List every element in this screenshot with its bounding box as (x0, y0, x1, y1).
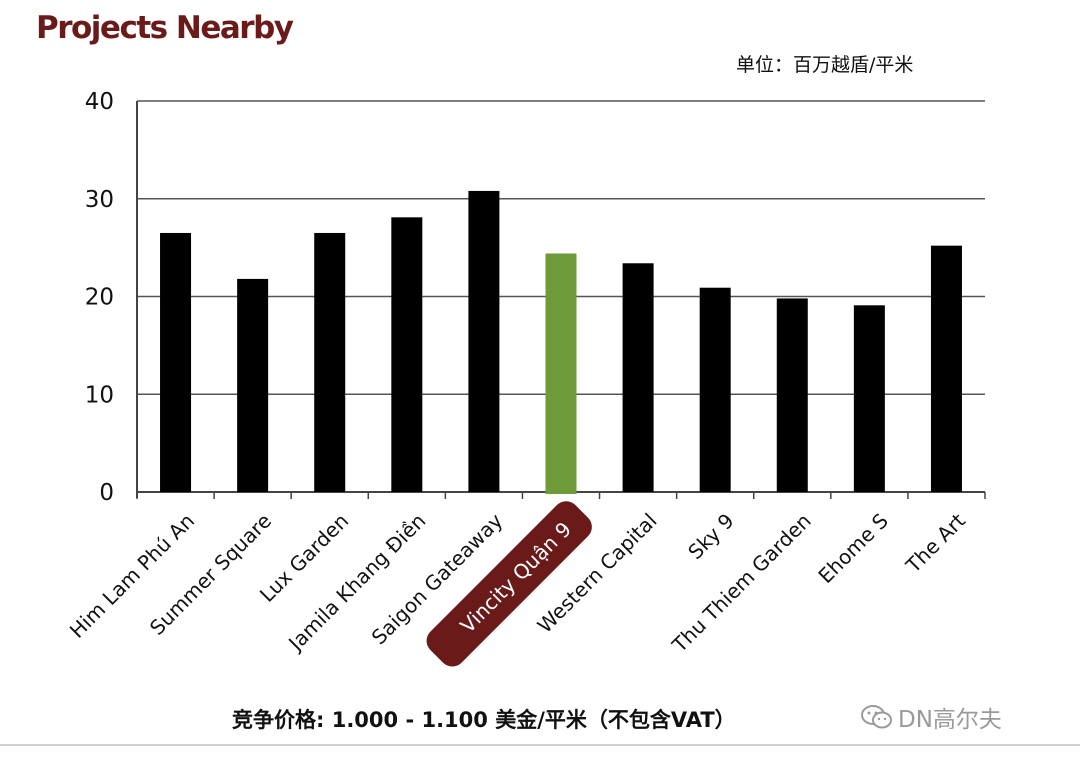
unit-label: 单位：百万越盾/平米 (736, 54, 914, 76)
watermark: DN高尔夫 (860, 700, 1002, 734)
y-tick-label: 20 (85, 285, 114, 311)
bar (776, 298, 808, 492)
bar (468, 190, 500, 492)
y-tick-label: 0 (99, 480, 114, 506)
bar (699, 287, 731, 492)
x-label: Jamila Khang Điền (282, 509, 430, 657)
y-axis-ticks: 0 10 20 30 40 (85, 89, 114, 506)
bar (622, 263, 654, 492)
price-note: 竞争价格: 1.000 - 1.100 美金/平米（不包含VAT） (232, 708, 736, 732)
highlight-label-badge (426, 501, 592, 667)
x-label: Ehome S (813, 509, 892, 588)
bars (160, 190, 962, 494)
y-tick-label: 40 (85, 89, 114, 115)
y-tick-label: 10 (85, 382, 114, 408)
bar (237, 278, 269, 492)
wechat-icon (860, 703, 894, 731)
x-tick-label: Jamila Khang Điền (282, 509, 430, 657)
x-tick-label: Sky 9 (683, 509, 738, 564)
x-tick-label: Thu Thiem Garden (667, 509, 816, 658)
y-tick-label: 30 (85, 187, 114, 213)
bar (314, 232, 346, 492)
x-tick-label: Ehome S (813, 509, 892, 588)
bar (160, 232, 192, 492)
page-title: Projects Nearby (36, 10, 294, 46)
bar (930, 245, 962, 492)
x-label: Thu Thiem Garden (667, 509, 816, 658)
watermark-text: DN高尔夫 (898, 707, 1002, 733)
bottom-divider (0, 744, 1080, 746)
bar (391, 217, 423, 492)
x-label: Sky 9 (683, 509, 738, 564)
bar (853, 305, 885, 492)
bar-highlight (545, 253, 577, 494)
x-tick-label: The Art (900, 508, 970, 578)
x-label: The Art (900, 508, 970, 578)
